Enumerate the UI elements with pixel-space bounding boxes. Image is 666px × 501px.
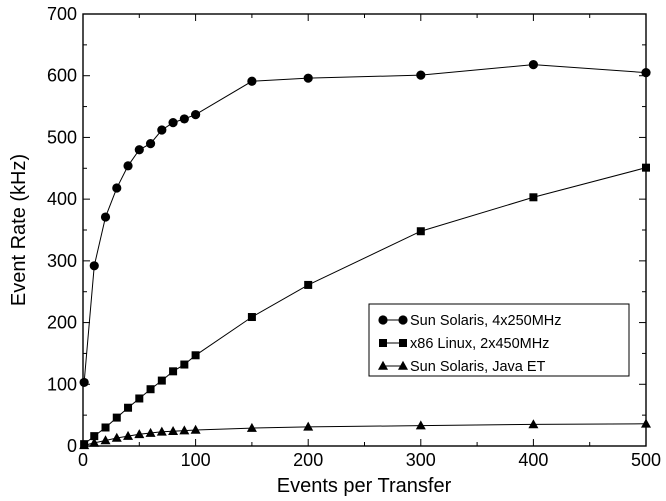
y-tick-label: 300: [47, 251, 77, 271]
data-point: [157, 376, 166, 385]
data-point: [642, 163, 650, 172]
x-tick-label: 300: [406, 450, 436, 470]
x-tick-label: 500: [631, 450, 661, 470]
legend-marker: [398, 315, 408, 325]
data-point: [112, 413, 121, 422]
series-triangle: [79, 418, 651, 450]
data-point: [168, 425, 179, 435]
legend-label: x86 Linux, 2x450MHz: [410, 336, 549, 352]
data-point: [416, 227, 425, 236]
data-point: [146, 385, 155, 394]
data-point: [641, 418, 651, 428]
data-point: [111, 432, 122, 442]
data-point: [247, 76, 257, 86]
data-point: [145, 427, 156, 437]
y-tick-label: 100: [47, 374, 77, 394]
legend-box: [368, 303, 630, 377]
x-tick-label: 200: [293, 450, 323, 470]
y-tick-label: 500: [47, 127, 77, 147]
series-line: [83, 64, 647, 383]
series-circle: [79, 60, 651, 388]
data-point: [100, 212, 111, 222]
data-point: [304, 280, 313, 289]
data-point: [79, 377, 89, 388]
data-point: [641, 68, 651, 78]
y-tick-label: 600: [47, 66, 77, 86]
series-layer: [79, 60, 651, 450]
data-point: [247, 313, 256, 322]
data-point: [191, 109, 201, 120]
data-point: [528, 419, 539, 429]
data-point: [191, 351, 200, 360]
data-point: [156, 426, 167, 436]
data-point: [101, 423, 110, 432]
series-line: [83, 167, 647, 445]
x-tick-label: 400: [518, 450, 548, 470]
data-point: [190, 424, 201, 434]
data-point: [89, 437, 100, 447]
legend-marker: [399, 339, 407, 347]
data-point: [145, 139, 156, 149]
legend-marker: [379, 339, 387, 347]
data-point: [134, 429, 145, 439]
legend-marker: [378, 360, 388, 370]
legend: Sun Solaris, 4x250MHz x86 Linux, 2x450MHz…: [368, 303, 630, 377]
data-point: [168, 118, 178, 128]
data-point: [124, 403, 133, 412]
data-point: [246, 422, 257, 432]
x-axis-title: Events per Transfer: [277, 475, 452, 497]
data-point: [416, 70, 426, 80]
series-line: [84, 423, 647, 446]
y-axis-title: Event Rate (kHz): [8, 154, 30, 306]
data-point: [180, 360, 189, 369]
legend-label: Sun Solaris, Java ET: [410, 359, 546, 375]
data-point: [528, 60, 539, 70]
data-point: [134, 145, 144, 155]
data-point: [79, 440, 90, 450]
data-point: [169, 367, 178, 376]
data-point: [112, 183, 122, 193]
legend-marker: [398, 360, 408, 370]
y-tick-label: 0: [67, 436, 77, 456]
x-tick-label: 100: [181, 450, 211, 470]
series-square: [80, 163, 650, 449]
data-point: [123, 161, 133, 171]
y-tick-label: 400: [47, 189, 77, 209]
plot-frame: [82, 13, 647, 447]
data-point: [157, 125, 167, 135]
data-point: [100, 435, 111, 445]
data-point: [415, 420, 426, 430]
data-point: [90, 432, 99, 441]
data-point: [303, 73, 313, 83]
data-point: [303, 421, 314, 431]
data-point: [135, 394, 144, 403]
data-point: [89, 261, 99, 271]
legend-label: Sun Solaris, 4x250MHz: [410, 313, 562, 329]
x-tick-label: 0: [78, 450, 88, 470]
data-point: [529, 193, 538, 202]
axis-tick-labels: 0 100 200 300 400 500 0 100 200 300 400 500 600 700: [47, 4, 661, 470]
data-point: [179, 425, 190, 435]
legend-marker: [378, 315, 388, 325]
axis-ticks: [82, 13, 647, 447]
data-point: [179, 114, 189, 124]
y-tick-label: 700: [47, 4, 77, 24]
data-point: [123, 430, 134, 440]
y-tick-label: 200: [47, 313, 77, 333]
